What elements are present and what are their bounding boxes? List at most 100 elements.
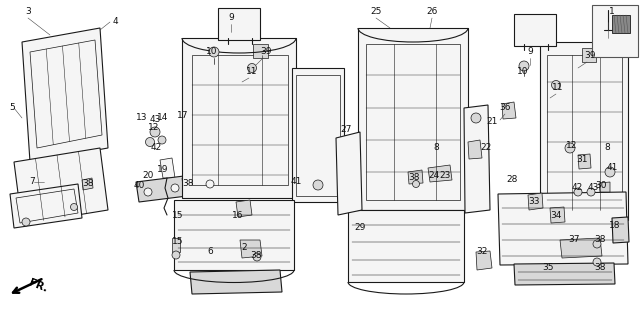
Text: 3: 3 xyxy=(25,8,31,16)
Text: 20: 20 xyxy=(142,171,154,180)
Polygon shape xyxy=(498,192,628,265)
Text: 38: 38 xyxy=(595,263,605,273)
Circle shape xyxy=(471,113,481,123)
Text: 8: 8 xyxy=(604,144,610,152)
Circle shape xyxy=(22,218,30,226)
Circle shape xyxy=(593,240,601,248)
Polygon shape xyxy=(468,140,482,159)
Text: 42: 42 xyxy=(150,144,162,152)
Text: 36: 36 xyxy=(499,103,511,113)
Polygon shape xyxy=(253,44,268,58)
Polygon shape xyxy=(550,207,565,223)
Text: 41: 41 xyxy=(291,178,301,186)
Circle shape xyxy=(248,63,257,73)
Polygon shape xyxy=(464,105,490,213)
Circle shape xyxy=(605,167,615,177)
Text: 42: 42 xyxy=(572,184,582,192)
Circle shape xyxy=(70,204,77,210)
Text: 11: 11 xyxy=(552,83,564,93)
Text: 25: 25 xyxy=(371,8,381,16)
Polygon shape xyxy=(136,170,235,202)
Polygon shape xyxy=(348,210,464,282)
Text: 40: 40 xyxy=(133,180,145,190)
Text: 30: 30 xyxy=(595,180,607,190)
Text: 27: 27 xyxy=(340,126,352,134)
Text: 38: 38 xyxy=(408,173,420,183)
Polygon shape xyxy=(336,132,362,215)
Circle shape xyxy=(150,127,160,137)
Polygon shape xyxy=(428,165,452,182)
Text: 43: 43 xyxy=(149,115,161,125)
Circle shape xyxy=(172,251,180,259)
Text: 43: 43 xyxy=(588,184,598,192)
Text: FR.: FR. xyxy=(27,278,49,294)
Polygon shape xyxy=(612,217,629,243)
Polygon shape xyxy=(10,184,82,228)
Text: 38: 38 xyxy=(595,236,605,244)
Polygon shape xyxy=(476,251,492,270)
Text: 9: 9 xyxy=(228,14,234,23)
Text: 18: 18 xyxy=(609,221,621,230)
Polygon shape xyxy=(182,176,193,189)
Bar xyxy=(218,8,260,40)
Text: 12: 12 xyxy=(148,124,160,133)
Text: 32: 32 xyxy=(476,248,488,256)
Text: 26: 26 xyxy=(426,8,438,16)
Polygon shape xyxy=(528,193,543,210)
Text: 28: 28 xyxy=(506,176,518,184)
Text: 22: 22 xyxy=(481,144,492,152)
Text: 39: 39 xyxy=(260,48,272,56)
Text: 35: 35 xyxy=(542,263,554,273)
Circle shape xyxy=(144,188,152,196)
Polygon shape xyxy=(540,42,628,220)
Bar xyxy=(592,5,638,57)
Text: 29: 29 xyxy=(355,223,365,232)
Polygon shape xyxy=(174,200,294,270)
Polygon shape xyxy=(502,102,516,119)
Text: 10: 10 xyxy=(206,48,218,56)
Text: 31: 31 xyxy=(576,156,588,165)
Text: 13: 13 xyxy=(136,113,148,122)
Circle shape xyxy=(313,180,323,190)
Polygon shape xyxy=(14,148,108,224)
Polygon shape xyxy=(22,28,108,162)
Circle shape xyxy=(158,136,166,144)
Text: 23: 23 xyxy=(439,171,451,179)
Text: 6: 6 xyxy=(207,248,213,256)
Text: 9: 9 xyxy=(527,48,533,56)
Text: 12: 12 xyxy=(566,140,578,150)
Text: 37: 37 xyxy=(568,236,580,244)
Polygon shape xyxy=(292,68,344,202)
Polygon shape xyxy=(190,270,282,294)
Circle shape xyxy=(565,143,575,153)
Text: 11: 11 xyxy=(246,68,258,76)
Text: 39: 39 xyxy=(584,50,596,60)
Circle shape xyxy=(206,180,214,188)
Text: 38: 38 xyxy=(182,178,194,187)
Bar xyxy=(612,15,630,33)
Text: 15: 15 xyxy=(172,210,184,219)
Circle shape xyxy=(552,81,561,89)
Polygon shape xyxy=(240,240,262,258)
Text: 33: 33 xyxy=(528,197,540,206)
Text: 24: 24 xyxy=(428,171,440,179)
Text: 14: 14 xyxy=(157,113,169,122)
Circle shape xyxy=(519,61,529,71)
Polygon shape xyxy=(82,178,93,190)
Polygon shape xyxy=(582,48,596,62)
Circle shape xyxy=(253,253,261,261)
Circle shape xyxy=(171,184,179,192)
Polygon shape xyxy=(560,238,602,258)
Polygon shape xyxy=(358,28,468,210)
Text: 5: 5 xyxy=(9,103,15,113)
Polygon shape xyxy=(236,200,252,217)
Circle shape xyxy=(574,188,582,196)
Text: 17: 17 xyxy=(177,111,189,120)
Text: 38: 38 xyxy=(250,250,262,260)
Text: 10: 10 xyxy=(517,68,529,76)
Text: 15: 15 xyxy=(172,237,184,247)
Circle shape xyxy=(587,188,595,196)
Text: 7: 7 xyxy=(29,178,35,186)
Bar xyxy=(514,14,556,46)
Polygon shape xyxy=(578,154,591,169)
